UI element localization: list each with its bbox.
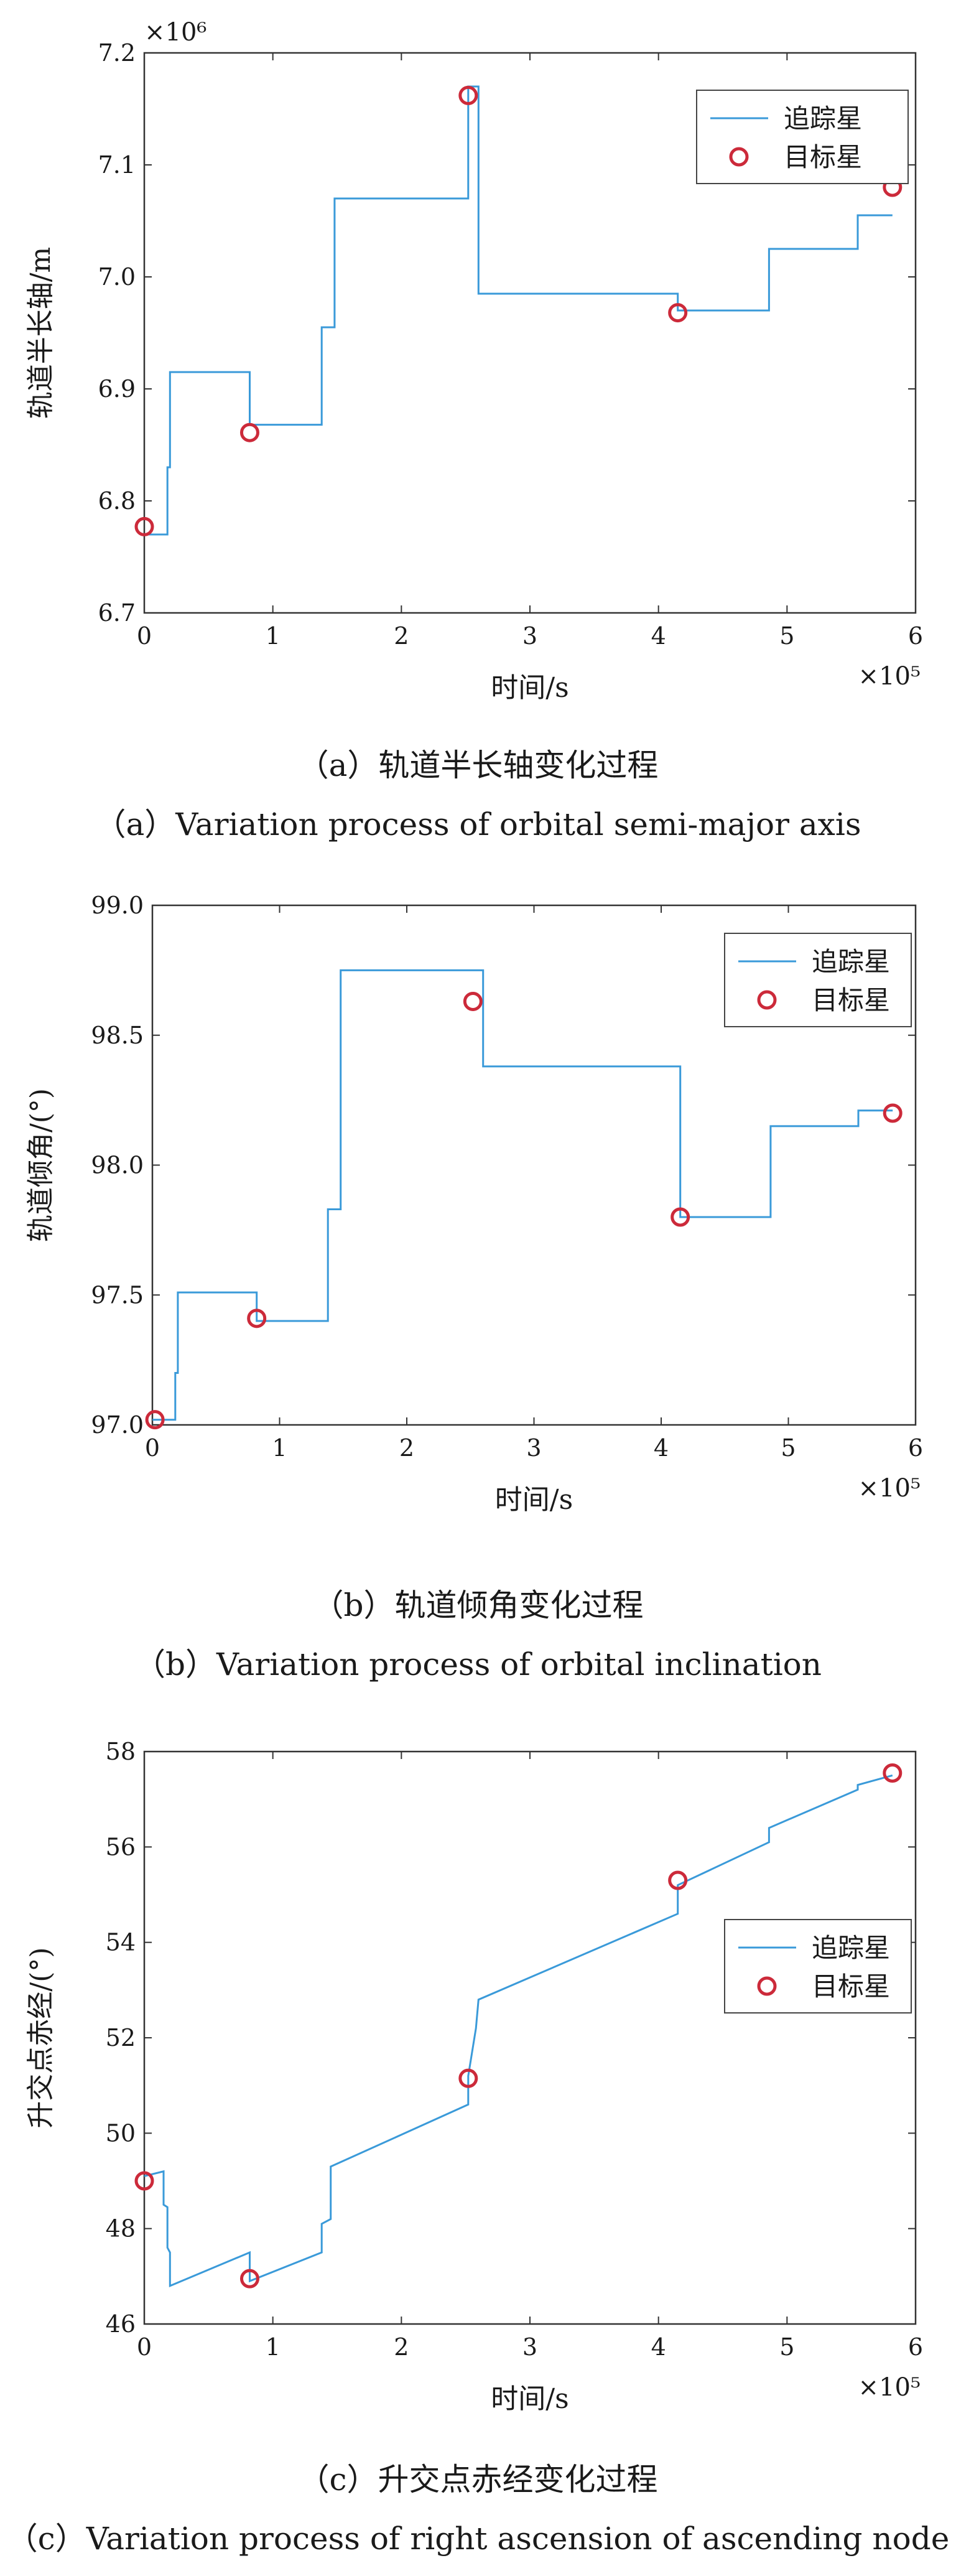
x-tick-label: 3 [526,1434,541,1462]
x-tick-label: 6 [908,622,923,650]
x-tick-label: 2 [394,2333,409,2361]
y-exponent-label: ×10⁶ [144,18,207,47]
x-tick-label: 2 [394,622,409,650]
x-tick-label: 6 [908,1434,923,1462]
caption-c-cn: （c）升交点赤经变化过程 [298,2462,658,2498]
x-exponent-label: ×10⁵ [858,2373,921,2402]
target-marker [134,516,154,536]
caption-a-en: （a）Variation process of orbital semi-maj… [95,806,861,842]
y-tick-label: 97.0 [91,1411,144,1439]
target-marker [247,1309,267,1328]
x-exponent-label: ×10⁵ [858,662,921,691]
x-tick-label: 1 [266,622,281,650]
y-tick-label: 54 [106,1929,136,1956]
y-tick-label: 6.8 [98,487,136,515]
legend-box [724,1919,912,2014]
y-tick-label: 98.0 [91,1152,144,1179]
y-tick-label: 58 [106,1738,136,1765]
x-axis-label: 时间/s [491,672,568,704]
x-tick-label: 0 [145,1434,160,1462]
legend-label: 追踪星 [812,1933,890,1963]
target-marker [145,1410,165,1430]
legend-box [696,90,909,184]
y-tick-label: 56 [106,1833,136,1860]
target-marker [239,422,259,442]
target-marker [668,303,688,323]
series-line-追踪星 [152,969,893,1421]
caption-b-cn: （b）轨道倾角变化过程 [312,1587,644,1623]
x-tick-label: 1 [266,2333,281,2361]
chart-c-svg: 0 1 2 3 4 5 646485052545658时间/s升交点赤经/(°)×10⁵追踪… [25,1738,923,2415]
x-tick-label: 4 [654,1434,669,1462]
x-tick-label: 5 [779,2333,794,2361]
target-marker [239,2269,259,2289]
y-tick-label: 48 [106,2215,136,2242]
legend-marker-swatch [757,990,777,1010]
x-tick-label: 5 [779,622,794,650]
legend-marker-swatch [729,147,749,167]
legend-box [724,933,912,1027]
target-marker [458,2068,478,2088]
x-tick-label: 4 [651,622,666,650]
target-marker [134,2171,154,2191]
x-axis-label: 时间/s [495,1484,573,1516]
target-marker [883,1103,903,1123]
y-tick-label: 99.0 [91,892,144,919]
x-tick-label: 6 [908,2333,923,2361]
chart-a-svg: 0 1 2 3 4 5 6 6.7 6.8 6.9 7.0 7.1 7.2 时间/s 轨道半长轴/m ×10⁵… [25,18,923,704]
x-exponent-label: ×10⁵ [858,1474,921,1503]
x-tick-label: 3 [522,2333,537,2361]
x-tick-label: 0 [137,2333,152,2361]
x-tick-label: 1 [272,1434,287,1462]
x-tick-label: 5 [781,1434,796,1462]
target-marker [883,1763,903,1783]
chart-panel-c: 0 1 2 3 4 5 6 46 48 50 52 54 56 58 时间/s 升交点赤经/(°) ×10⁵ 追踪… [0,1692,956,2576]
chart-panel-a: 0 1 2 3 4 5 6 6.7 6.8 6.9 7.0 7.1 7.2 时间/s 轨道半长轴/m ×10⁵… [0,0,956,846]
target-marker [668,1870,688,1890]
y-axis-label: 轨道半长轴/m [25,247,57,419]
series-line-追踪星 [144,85,893,536]
y-tick-label: 7.0 [98,263,136,291]
x-tick-label: 2 [399,1434,414,1462]
legend-marker-swatch [757,1976,777,1996]
y-tick-label: 7.2 [98,39,136,67]
y-tick-label: 6.7 [98,599,136,627]
legend-label: 目标星 [812,1971,890,2002]
x-tick-label: 4 [651,2333,666,2361]
legend-label: 目标星 [812,985,890,1015]
chart-b-svg: 0 1 2 3 4 5 6 97.0 97.5 98.0 98.5 99.0 时间/s 轨道倾角/(°) ×… [25,892,923,1516]
caption-a-cn: （a）轨道半长轴变化过程 [297,747,659,783]
y-tick-label: 97.5 [91,1281,144,1309]
y-tick-label: 50 [106,2119,136,2147]
chart-panel-b: 0 1 2 3 4 5 6 97.0 97.5 98.0 98.5 99.0 时间/s 轨道倾角/(°) ×… [0,865,956,1711]
x-axis-label: 时间/s [491,2383,568,2415]
legend-label: 目标星 [784,142,862,172]
x-tick-label: 0 [137,622,152,650]
x-tick-label: 3 [522,622,537,650]
target-marker [463,991,483,1011]
y-tick-label: 7.1 [98,151,136,179]
y-tick-label: 46 [106,2310,136,2338]
target-marker [458,85,478,105]
y-tick-label: 98.5 [91,1022,144,1049]
y-tick-label: 6.9 [98,375,136,403]
caption-c-en: （c）Variation process of right ascension … [6,2521,950,2557]
legend-label: 追踪星 [812,946,890,977]
y-axis-label: 轨道倾角/(°) [25,1088,57,1242]
series-line-追踪星 [144,1774,893,2287]
y-axis-label: 升交点赤经/(°) [25,1947,57,2128]
legend-label: 追踪星 [784,103,862,134]
y-tick-label: 52 [106,2024,136,2051]
plot-frame [143,1750,917,2325]
caption-b-en: （b）Variation process of orbital inclinat… [134,1646,822,1682]
target-marker [671,1207,690,1227]
